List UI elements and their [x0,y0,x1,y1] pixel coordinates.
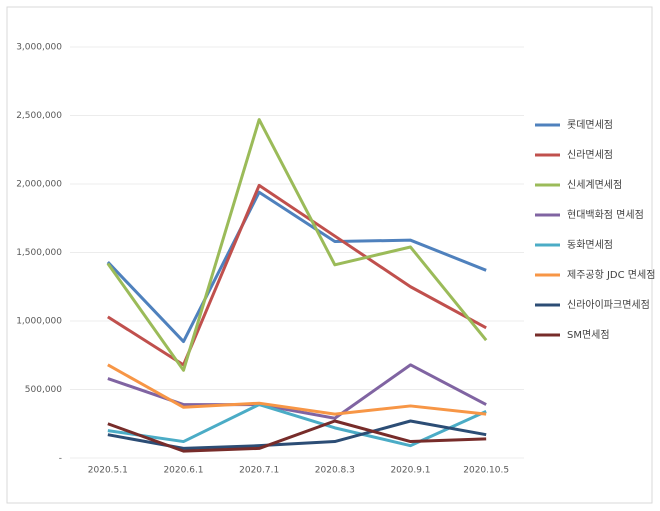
y-tick-label: 2,500,000 [16,111,62,121]
legend-label: 롯데면세점 [567,119,613,131]
legend-label: 현대백화점 면세점 [567,209,644,221]
legend-label: 제주공항 JDC 면세점 [567,269,655,281]
x-tick-label: 2020.6.1 [163,466,203,476]
y-tick-label: 2,000,000 [16,180,62,190]
series-line [107,419,487,453]
legend-label: 신세계면세점 [567,179,622,191]
legend-label: 동화면세점 [567,239,613,251]
x-tick-label: 2020.5.1 [88,466,128,476]
x-tick-label: 2020.8.3 [315,466,355,476]
series-line [106,118,488,372]
series-line [106,190,487,344]
x-tick-label: 2020.9.1 [390,466,430,476]
legend-label: 신라면세점 [567,149,613,161]
y-tick-label: 1,500,000 [16,248,62,258]
legend-label: SM면세점 [567,329,610,341]
y-tick-label: 1,000,000 [16,317,62,327]
legend-label: 신라아이파크면세점 [567,299,650,311]
y-tick-label: 500,000 [25,385,62,395]
y-tick-label: 3,000,000 [16,43,62,53]
series-line [107,183,487,367]
x-tick-label: 2020.10.5 [463,466,509,476]
y-tick-label: - [59,454,62,464]
series-line [107,363,487,416]
x-tick-label: 2020.7.1 [239,466,279,476]
